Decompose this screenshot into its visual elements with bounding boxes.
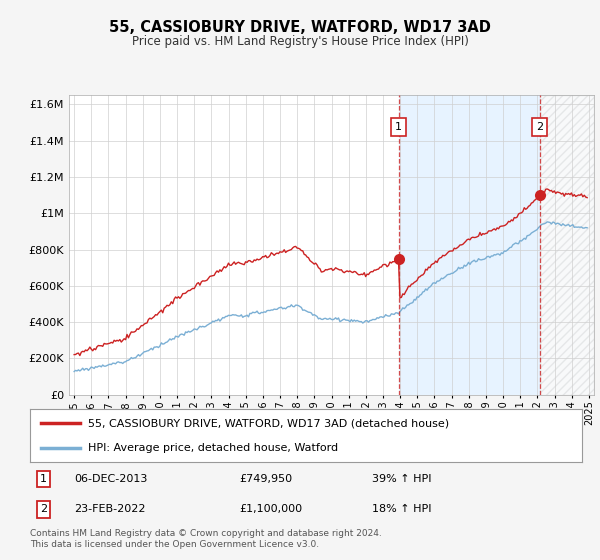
Text: Contains HM Land Registry data © Crown copyright and database right 2024.
This d: Contains HM Land Registry data © Crown c… bbox=[30, 529, 382, 549]
Text: HPI: Average price, detached house, Watford: HPI: Average price, detached house, Watf… bbox=[88, 442, 338, 452]
Text: 2: 2 bbox=[536, 122, 544, 132]
Text: 06-DEC-2013: 06-DEC-2013 bbox=[74, 474, 148, 484]
Text: £749,950: £749,950 bbox=[240, 474, 293, 484]
Bar bbox=[540, 95, 594, 395]
Text: £1,100,000: £1,100,000 bbox=[240, 505, 303, 515]
Text: Price paid vs. HM Land Registry's House Price Index (HPI): Price paid vs. HM Land Registry's House … bbox=[131, 35, 469, 48]
Text: 18% ↑ HPI: 18% ↑ HPI bbox=[372, 505, 432, 515]
Text: 2: 2 bbox=[40, 505, 47, 515]
Bar bbox=[540, 95, 594, 395]
Text: 55, CASSIOBURY DRIVE, WATFORD, WD17 3AD: 55, CASSIOBURY DRIVE, WATFORD, WD17 3AD bbox=[109, 20, 491, 35]
Text: 55, CASSIOBURY DRIVE, WATFORD, WD17 3AD (detached house): 55, CASSIOBURY DRIVE, WATFORD, WD17 3AD … bbox=[88, 418, 449, 428]
Text: 1: 1 bbox=[395, 122, 402, 132]
Bar bbox=[399, 95, 540, 395]
Bar bbox=[540, 95, 594, 395]
Text: 1: 1 bbox=[40, 474, 47, 484]
Text: 23-FEB-2022: 23-FEB-2022 bbox=[74, 505, 146, 515]
Text: 39% ↑ HPI: 39% ↑ HPI bbox=[372, 474, 432, 484]
